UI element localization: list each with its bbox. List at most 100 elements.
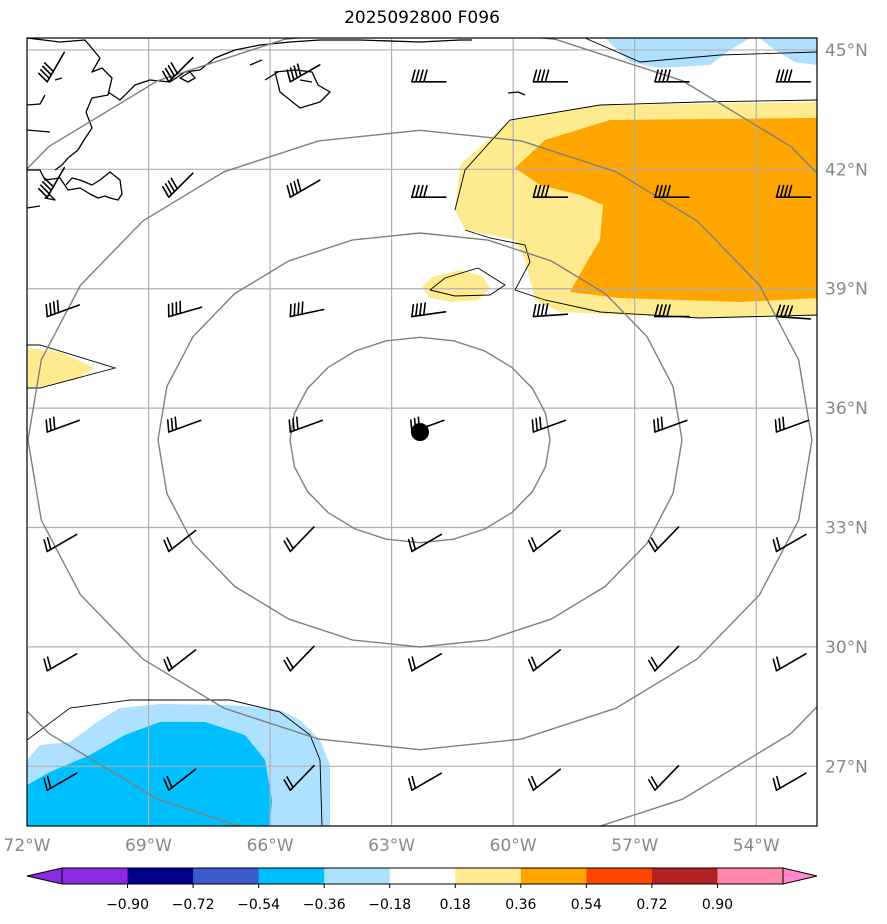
- wind-barb: [163, 529, 197, 553]
- colorbar-extend-low: [26, 867, 63, 885]
- lon-tick-label: 57°W: [611, 836, 658, 856]
- contour-w: [27, 344, 117, 389]
- wind-barb: [653, 416, 688, 433]
- wind-barb: [647, 526, 680, 553]
- lat-tick-label: 36°N: [825, 399, 868, 419]
- coast-islands: [179, 59, 313, 83]
- lat-tick-label: 42°N: [825, 160, 868, 180]
- wind-barb: [283, 526, 315, 553]
- coast-islands-sw: [27, 194, 56, 209]
- positive-anomaly-light-w: [27, 348, 95, 387]
- contour-ne: [454, 99, 817, 211]
- coast-cape-cod: [27, 169, 123, 201]
- lat-tick-label: 27°N: [825, 757, 868, 777]
- wind-barb: [43, 772, 78, 791]
- lat-tick-label: 39°N: [825, 280, 868, 300]
- wind-barb: [411, 69, 447, 83]
- map-frame: [26, 37, 818, 827]
- range-ring: [157, 232, 683, 648]
- wind-barb: [45, 299, 81, 318]
- wind-barb: [532, 303, 569, 318]
- wind-barb: [527, 768, 562, 791]
- range-ring: [27, 129, 813, 751]
- storm-center-marker: [410, 423, 429, 441]
- lat-tick-label: 45°N: [825, 41, 868, 61]
- longitude-labels: 72°W 69°W 66°W 63°W 60°W 57°W 54°W: [4, 836, 780, 856]
- negative-anomaly-light-topright: [760, 38, 817, 65]
- wind-barb: [286, 178, 321, 198]
- colorbar-segment: [258, 868, 325, 884]
- wind-barb: [289, 301, 325, 318]
- colorbar-tick-label: 0.18: [440, 897, 471, 913]
- wind-barb: [532, 184, 569, 198]
- colorbar-tick-label: 0.90: [702, 897, 733, 913]
- negative-anomaly-light-top: [605, 38, 750, 68]
- lon-tick-label: 54°W: [733, 836, 780, 856]
- coast-mainland: [27, 38, 113, 171]
- coast-nova-scotia: [107, 39, 472, 101]
- map-area: [27, 38, 817, 826]
- colorbar-tick-label: 0.72: [636, 897, 667, 913]
- wind-barb: [772, 652, 807, 672]
- wind-barbs: [37, 51, 812, 791]
- negative-anomaly-dark-sw: [27, 722, 272, 826]
- colorbar-segment: [717, 868, 784, 884]
- gridlines: [27, 38, 817, 826]
- lat-tick-label: 33°N: [825, 519, 868, 539]
- colorbar-tick-label: −0.18: [368, 897, 411, 913]
- colorbar-segment: [586, 868, 653, 884]
- wind-barb: [775, 69, 812, 83]
- wind-barb: [532, 69, 569, 83]
- range-ring: [289, 336, 551, 544]
- colorbar-tick-label: −0.54: [237, 897, 280, 913]
- wind-barb: [531, 416, 567, 433]
- wind-barb: [163, 768, 197, 791]
- wind-barb: [286, 63, 321, 83]
- anomaly-fill: [27, 38, 817, 826]
- wind-barb: [654, 184, 690, 198]
- wind-barb: [654, 304, 690, 318]
- coast-pei: [507, 91, 526, 96]
- colorbar-tick-label: −0.36: [303, 897, 346, 913]
- lon-tick-label: 72°W: [4, 836, 51, 856]
- wind-barb: [775, 304, 812, 320]
- range-rings: [27, 38, 817, 826]
- wind-barb: [772, 533, 807, 553]
- colorbar-extend-high: [782, 867, 818, 885]
- lon-tick-label: 63°W: [368, 836, 415, 856]
- colorbar-segment: [520, 868, 587, 884]
- wind-barb: [407, 533, 443, 553]
- wind-barb: [527, 649, 562, 672]
- positive-anomaly-light-mid: [422, 270, 490, 302]
- colorbar: −0.90 −0.72 −0.54 −0.36 −0.18 0.18 0.36 0.54 0.7…: [26, 867, 818, 913]
- colorbar-segment: [455, 868, 522, 884]
- wind-barb: [288, 416, 324, 433]
- wind-barb: [407, 652, 443, 672]
- colorbar-tick-label: 0.36: [505, 897, 536, 913]
- coast-borders: [27, 77, 63, 133]
- wind-barb: [161, 56, 194, 83]
- range-ring: [27, 38, 817, 826]
- lon-tick-label: 69°W: [125, 836, 172, 856]
- wind-barb: [283, 764, 315, 791]
- contour-sw: [27, 699, 323, 826]
- wind-barb: [166, 416, 202, 433]
- contour-top: [584, 38, 817, 63]
- colorbar-segment: [651, 868, 718, 884]
- wind-barb: [283, 645, 315, 672]
- wind-barb: [163, 649, 197, 672]
- wind-barb: [527, 529, 562, 553]
- colorbar-tick-label: −0.72: [172, 897, 215, 913]
- colorbar-segment: [127, 868, 194, 884]
- wind-barb: [45, 416, 81, 433]
- wind-barb: [654, 69, 690, 83]
- colorbar-segment: [62, 868, 129, 884]
- coastline: [27, 38, 526, 209]
- wind-barb: [37, 51, 66, 83]
- wind-barb: [37, 166, 66, 198]
- wind-barb: [647, 764, 680, 791]
- map-title: 2025092800 F096: [344, 8, 500, 28]
- wind-barb: [161, 172, 194, 198]
- wind-barb: [772, 772, 807, 791]
- wind-barb: [43, 652, 78, 672]
